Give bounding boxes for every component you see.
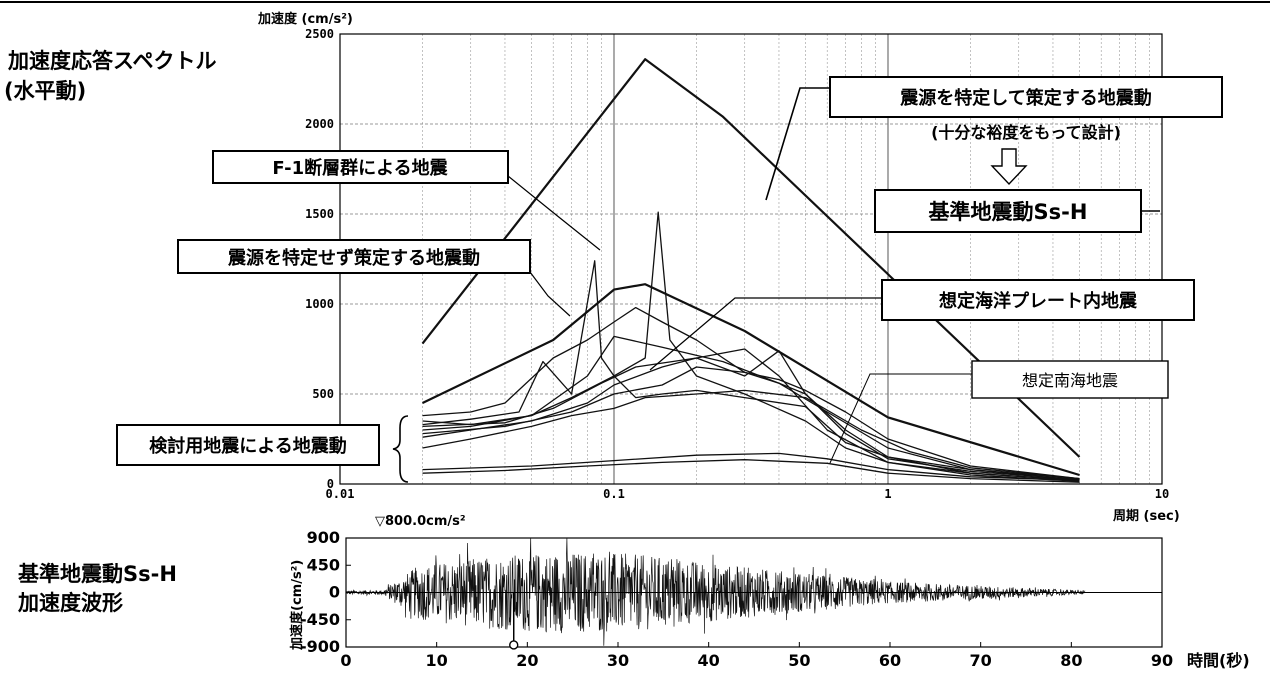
spectrum-series-line: [422, 366, 1080, 480]
spectrum-x-tick-label: 10: [1155, 487, 1169, 501]
spectrum-y-tick-label: 0: [327, 477, 334, 491]
spectrum-series-line: [422, 452, 1080, 482]
waveform-x-tick-label: 60: [879, 651, 901, 670]
callout-source-unspecified-box: [177, 239, 531, 274]
spectrum-title-line2: (水平動): [4, 79, 86, 103]
waveform-x-tick-label: 20: [516, 651, 538, 670]
callout-source-specified: 震源を特定して策定する地震動: [900, 87, 1151, 109]
spectrum-series-line: [422, 306, 1080, 482]
leader-source-specified: [765, 87, 830, 201]
spectrum-x-tick-label: 0.1: [603, 487, 625, 501]
waveform-x-tick-label: 90: [1151, 651, 1173, 670]
waveform-trace: [345, 537, 1086, 646]
leader-source-unspecified: [529, 271, 571, 317]
peak-circle-icon: [509, 640, 519, 650]
wave-title-line2: 加速度波形: [17, 591, 123, 615]
spectrum-y-tick-label: 500: [312, 387, 334, 401]
spectrum-series-line: [422, 335, 1080, 482]
waveform-ticks: 0 10 20 30 40 50 60 70 80 90 900 450 0 -450 -900: [300, 528, 1173, 670]
waveform-x-tick-label: 0: [340, 651, 351, 670]
waveform-x-axis-label: 時間(秒): [1187, 651, 1250, 670]
waveform-y-tick-label: 900: [307, 528, 340, 547]
spectrum-y-tick-label: 1500: [305, 207, 334, 221]
waveform-chart: 0 10 20 30 40 50 60 70 80 90 900 450 0 -450 -900 ▽800.…: [289, 514, 1250, 670]
waveform-y-tick-label: 0: [329, 583, 340, 602]
waveform-y-axis-label: 加速度(cm/s²): [289, 560, 305, 651]
spectrum-series-line: [422, 459, 1080, 483]
waveform-x-tick-label: 70: [970, 651, 992, 670]
waveform-y-tick-label: 450: [307, 555, 340, 574]
callout-f1-box: [212, 150, 509, 184]
waveform-x-tick-label: 10: [426, 651, 448, 670]
waveform-peak-marker: [509, 592, 519, 650]
waveform-y-tick-label: -450: [300, 610, 340, 629]
callouts: 震源を特定して策定する地震動 (十分な裕度をもって設計) 基準地震動Ss-H F…: [116, 76, 1223, 483]
leader-oceanic-plate: [649, 297, 882, 371]
spectrum-series-line: [422, 350, 1080, 481]
spectrum-series-line: [422, 211, 1080, 482]
spectrum-series-line: [422, 389, 1080, 480]
callout-source-specified-box: [829, 76, 1223, 118]
waveform-x-tick-label: 40: [698, 651, 720, 670]
spectrum-y-axis-label: 加速度 (cm/s²): [257, 11, 353, 27]
leader-nankai: [829, 373, 972, 464]
callout-nankai: 想定南海地震: [1022, 371, 1118, 390]
spectrum-x-axis-label: 周期 (sec): [1113, 509, 1180, 524]
spectrum-y-tick-label: 1000: [305, 297, 334, 311]
spectrum-y-tick-label: 2500: [305, 27, 334, 41]
waveform-x-tick-label: 50: [788, 651, 810, 670]
waveform-x-tick-label: 80: [1060, 651, 1082, 670]
study-eq-brace: [392, 415, 409, 483]
callout-source-unspecified: 震源を特定せず策定する地震動: [228, 247, 480, 269]
peak-marker-label: ▽800.0cm/s²: [375, 514, 466, 529]
spectrum-y-tick-label: 2000: [305, 117, 334, 131]
spectrum-title-line1: 加速度応答スペクトル: [7, 49, 217, 73]
waveform-x-tick-label: 30: [607, 651, 629, 670]
leader-f1: [507, 175, 601, 251]
callout-f1: F-1断層群による地震: [272, 157, 448, 179]
spectrum-x-tick-label: 1: [884, 487, 891, 501]
callout-ss-h: 基準地震動Ss-H: [929, 200, 1088, 224]
wave-title-line1: 基準地震動Ss-H: [18, 562, 177, 586]
design-margin-note: (十分な裕度をもって設計): [931, 123, 1121, 142]
callout-nankai-box: [971, 360, 1169, 399]
callout-oceanic-plate-box: [881, 279, 1195, 321]
spectrum-x-tick-label: 0.01: [326, 487, 355, 501]
spectrum-series: [421, 58, 1081, 483]
waveform-y-tick-label: -900: [300, 637, 340, 656]
spectrum-series-line: [422, 283, 1080, 477]
callout-study-eq: 検討用地震による地震動: [149, 435, 346, 457]
down-arrow-icon: [990, 148, 1028, 186]
callout-oceanic-plate: 想定海洋プレート内地震: [939, 290, 1138, 312]
spectrum-y-ticks: 0 500 1000 1500 2000 2500: [305, 27, 334, 491]
callout-study-eq-box: [116, 424, 380, 466]
spectrum-x-ticks: 0.01 0.1 1 10: [326, 487, 1170, 501]
